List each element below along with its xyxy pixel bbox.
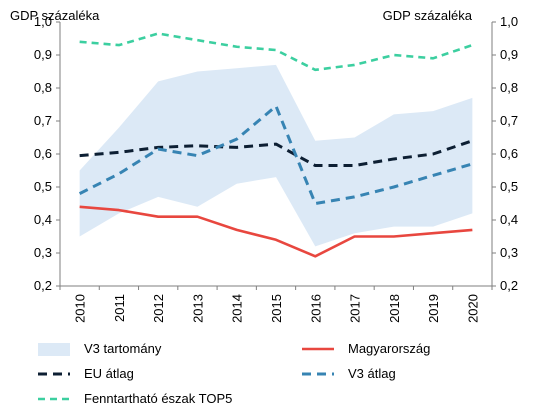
y-tick-label-left: 1,0 [34,14,52,29]
series-line-0 [79,205,473,258]
y-tick-label-left: 0,5 [34,179,52,194]
y-tick-label-right: 0,3 [500,245,518,260]
x-tick-label: 2020 [465,294,480,323]
lines-layer [78,32,473,258]
y-tick-label-left: 0,4 [34,212,52,227]
y-tick-label-right: 0,4 [500,212,518,227]
x-tick-label: 2011 [112,294,127,322]
legend-item: Magyarország [302,341,430,356]
x-tick-label: 2012 [151,294,166,323]
legend-swatch-band [38,343,70,356]
y-tick-label-right: 1,0 [500,14,518,29]
y-tick-label-right: 0,9 [500,47,518,62]
y-tick-label-right: 0,5 [500,179,518,194]
legend-item: Fenntartható észak TOP5 [38,391,232,406]
y-tick-label-left: 0,6 [34,146,52,161]
y-tick-label-left: 0,3 [34,245,52,260]
x-tick-label: 2015 [269,294,284,323]
legend-label: V3 átlag [348,366,396,381]
y-tick-label-right: 0,8 [500,80,518,95]
band-layer [79,64,473,247]
legend: V3 tartomány Magyarország EU átlag V3 átlag… [38,341,430,406]
legend-label: Magyarország [348,341,430,356]
axes-layer [56,21,496,290]
legend-item: V3 átlag [302,366,396,381]
series-line-2 [78,104,473,205]
y-tick-label-left: 0,2 [34,278,52,293]
legend-item: V3 tartomány [38,341,162,356]
x-tick-label: 2017 [348,294,363,323]
legend-item: EU átlag [38,366,134,381]
legend-label: Fenntartható észak TOP5 [84,391,232,406]
band-v3-range [79,64,473,247]
series-line-3 [79,32,473,72]
labels-layer: GDP százaléka GDP százaléka 1,0 1,0 0,9 0,9… [10,8,518,323]
y-axis-title-left: GDP százaléka [10,8,100,23]
y-tick-label-left: 0,9 [34,47,52,62]
x-tick-label: 2016 [308,294,323,323]
x-tick-label: 2010 [73,294,88,323]
y-tick-label-right: 0,7 [500,113,518,128]
x-tick-label: 2018 [387,294,402,323]
x-tick-label: 2019 [426,294,441,323]
y-tick-label-right: 0,6 [500,146,518,161]
y-tick-label-left: 0,7 [34,113,52,128]
legend-label: V3 tartomány [84,341,162,356]
y-tick-label-left: 0,8 [34,80,52,95]
legend-label: EU átlag [84,366,134,381]
x-tick-label: 2014 [230,294,245,323]
y-tick-label-right: 0,2 [500,278,518,293]
series-line-1 [79,139,473,168]
x-tick-label: 2013 [190,294,205,323]
y-axis-title-right: GDP százaléka [383,8,473,23]
